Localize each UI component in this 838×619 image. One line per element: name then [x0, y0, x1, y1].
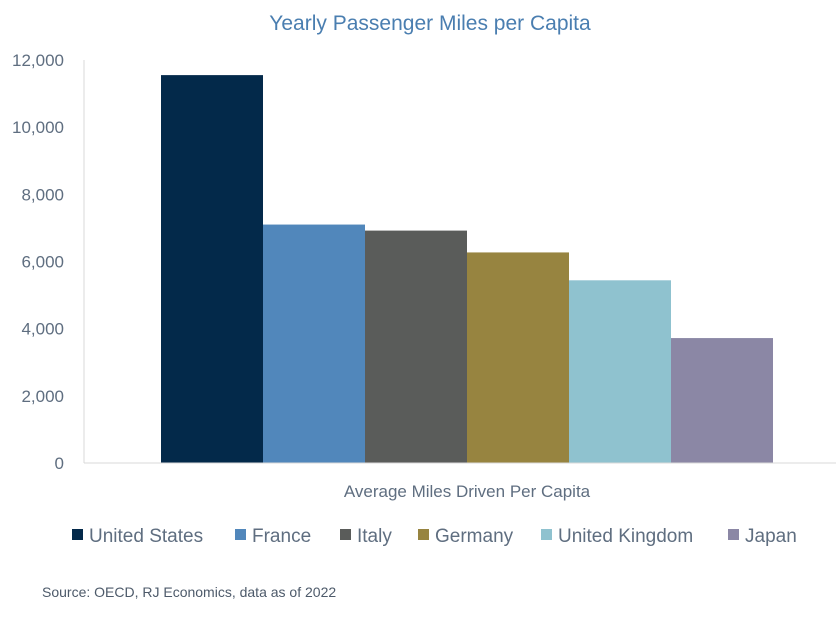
bar-italy — [365, 230, 467, 463]
y-tick-label: 10,000 — [12, 118, 64, 137]
legend-item-japan: Japan — [728, 526, 797, 547]
y-tick-label: 12,000 — [12, 51, 64, 70]
bar-japan — [671, 338, 773, 463]
y-tick-label: 0 — [55, 454, 64, 473]
legend-label: United States — [89, 526, 203, 547]
legend-item-united-kingdom: United Kingdom — [541, 526, 693, 547]
legend-item-germany: Germany — [418, 526, 514, 547]
chart-title: Yearly Passenger Miles per Capita — [269, 12, 591, 35]
legend: United States France Italy Germany United Ki… — [72, 526, 797, 547]
y-tick-label: 2,000 — [21, 387, 64, 406]
y-tick-label: 8,000 — [21, 185, 64, 204]
x-category-label: Average Miles Driven Per Capita — [344, 482, 591, 501]
legend-label: Germany — [435, 526, 514, 547]
y-tick-label: 4,000 — [21, 320, 64, 339]
legend-item-france: France — [235, 526, 311, 547]
legend-swatch — [235, 529, 246, 540]
legend-label: Italy — [357, 526, 392, 547]
legend-label: United Kingdom — [558, 526, 693, 547]
legend-label: France — [252, 526, 311, 547]
legend-item-united-states: United States — [72, 526, 203, 547]
legend-swatch — [340, 529, 351, 540]
legend-swatch — [418, 529, 429, 540]
bar-france — [263, 224, 365, 463]
bar-germany — [467, 252, 569, 463]
source-note: Source: OECD, RJ Economics, data as of 2… — [42, 584, 336, 600]
bar-united-states — [161, 75, 263, 464]
legend-swatch — [541, 529, 552, 540]
legend-swatch — [728, 529, 739, 540]
bars-group — [161, 75, 773, 464]
legend-label: Japan — [745, 526, 797, 547]
legend-item-italy: Italy — [340, 526, 392, 547]
y-axis: 0 2,000 4,000 6,000 8,000 10,000 12,000 — [12, 51, 64, 473]
bar-united-kingdom — [569, 280, 671, 463]
legend-swatch — [72, 529, 83, 540]
y-tick-label: 6,000 — [21, 253, 64, 272]
